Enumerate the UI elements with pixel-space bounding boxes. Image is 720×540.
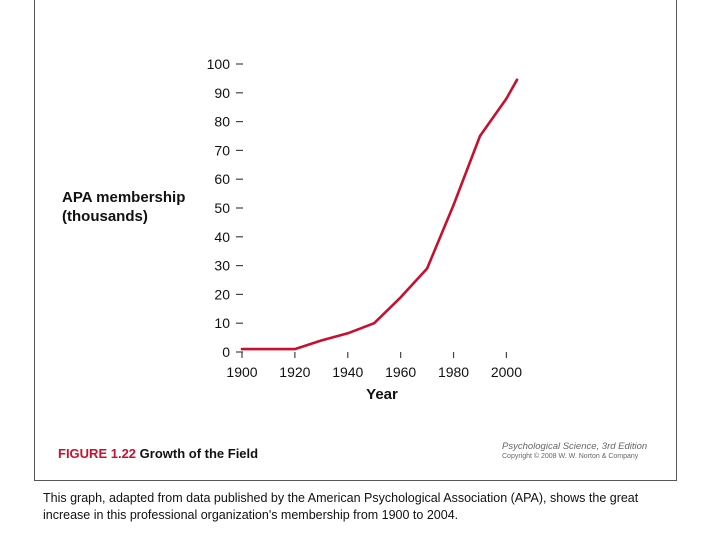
credit-copyright: Copyright © 2008 W. W. Norton & Company [502, 453, 639, 460]
figure-caption: FIGURE 1.22 Growth of the Field [58, 446, 258, 461]
figure-number: FIGURE 1.22 [58, 446, 137, 461]
y-tick-label: 50 [214, 200, 230, 216]
y-tick-label: 0 [222, 344, 230, 360]
figure-credit: Psychological Science, 3rd Edition Copyr… [502, 441, 647, 460]
x-axis-title: Year [366, 386, 398, 403]
y-tick-label: 80 [214, 114, 230, 130]
y-tick-label: 40 [214, 229, 230, 245]
x-tick-label: 2000 [491, 364, 522, 380]
x-tick-label: 1920 [279, 364, 310, 380]
y-tick-label: 70 [214, 142, 230, 158]
y-axis-label-line-2: (thousands) [62, 208, 148, 225]
x-tick-label: 1940 [332, 364, 363, 380]
credit-book: Psychological Science, 3rd Edition [502, 441, 648, 452]
y-tick-label: 90 [214, 85, 230, 101]
x-tick-label: 1980 [438, 364, 469, 380]
y-tick-label: 100 [207, 56, 231, 72]
y-tick-label: 30 [214, 258, 230, 274]
figure-title: Growth of the Field [139, 446, 259, 461]
series-line [240, 78, 519, 351]
y-axis-label-line-1: APA membership [62, 189, 186, 206]
description-text: This graph, adapted from data published … [43, 491, 639, 522]
y-axis-label: APA membership (thousands) [62, 188, 185, 226]
x-tick-label: 1960 [385, 364, 416, 380]
y-tick-label: 60 [214, 171, 230, 187]
figure-frame [34, 0, 677, 481]
y-tick-label: 10 [214, 315, 230, 331]
x-tick-label: 1900 [226, 364, 257, 380]
y-tick-label: 20 [214, 286, 230, 302]
